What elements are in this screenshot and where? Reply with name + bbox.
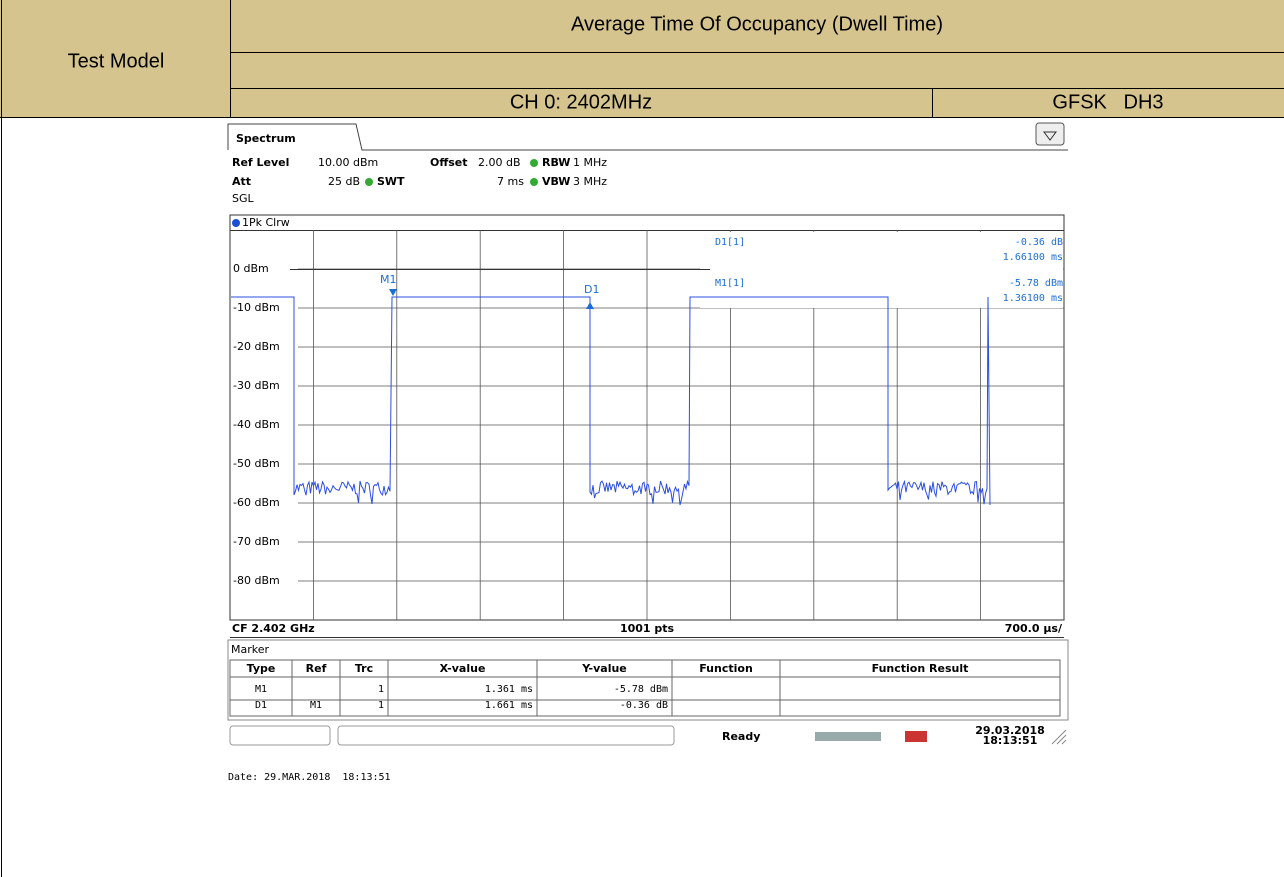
menu-icon[interactable]	[1035, 122, 1065, 146]
marker-panel-title: Marker	[231, 643, 269, 656]
readout-background	[700, 232, 1063, 308]
status-state: Ready	[722, 730, 760, 743]
status-dot	[530, 178, 538, 186]
y-axis-label: -20 dBm	[233, 340, 280, 353]
status-box	[229, 725, 331, 746]
status-dot	[365, 178, 373, 186]
test-model-label: Test Model	[68, 50, 165, 72]
table-cell: M1	[255, 684, 267, 695]
table-cell: 1	[378, 684, 384, 695]
marker-label: D1	[584, 283, 599, 296]
marker-panel	[227, 639, 1069, 721]
resize-grip	[1051, 729, 1067, 745]
marker-label: M1	[380, 273, 397, 286]
table-header: Function Result	[872, 662, 969, 675]
progress-bar	[815, 732, 881, 741]
y-axis-label: -70 dBm	[233, 535, 280, 548]
trace-label: 1Pk Clrw	[242, 216, 290, 229]
setting-label: RBW	[542, 156, 570, 169]
table-header: Ref	[306, 662, 327, 675]
setting-value: 1 MHz	[573, 156, 607, 169]
table-cell: 1.361 ms	[485, 684, 533, 695]
setting-value: 25 dB	[328, 175, 360, 188]
setting-label: SWT	[377, 175, 405, 188]
channel: CH 0: 2402MHz	[510, 91, 652, 113]
header-title: Average Time Of Occupancy (Dwell Time)	[571, 13, 943, 35]
setting-label: Ref Level	[232, 156, 289, 169]
trace-dot	[232, 219, 240, 227]
y-axis-label: -50 dBm	[233, 457, 280, 470]
setting-label: Offset	[430, 156, 468, 169]
table-header: X-value	[440, 662, 486, 675]
date-line: Date: 29.MAR.2018 18:13:51	[228, 772, 391, 783]
readout-value: 1.36100 ms	[1003, 293, 1063, 304]
status-box	[337, 725, 675, 746]
y-axis-label: -80 dBm	[233, 574, 280, 587]
table-frame	[229, 659, 1061, 717]
y-axis-label: 0 dBm	[233, 262, 269, 275]
readout-name: D1[1]	[715, 237, 745, 248]
marker-d1	[586, 302, 594, 309]
center-frequency: CF 2.402 GHz	[232, 622, 315, 635]
setting-value: 7 ms	[497, 175, 524, 188]
setting-label: Att	[232, 175, 251, 188]
analyzer: Spectrum Ref Level 10.00 dBm Offset 2.00…	[227, 120, 1069, 747]
table-cell: D1	[255, 700, 267, 711]
setting-value: 2.00 dB	[478, 156, 521, 169]
table-header: Function	[699, 662, 753, 675]
status-icon	[905, 731, 927, 742]
table-cell: M1	[310, 700, 322, 711]
readout-name: M1[1]	[715, 278, 745, 289]
setting-label: VBW	[542, 175, 570, 188]
status-date: 29.03.2018	[975, 724, 1045, 737]
span: 700.0 µs/	[1005, 622, 1063, 635]
y-axis-label: -30 dBm	[233, 379, 280, 392]
header-background	[0, 0, 1284, 117]
table-header: Y-value	[581, 662, 627, 675]
analyzer-background	[228, 120, 1068, 745]
y-axis-label: -60 dBm	[233, 496, 280, 509]
status-dot	[530, 159, 538, 167]
readout-value: -0.36 dB	[1015, 237, 1063, 248]
points: 1001 pts	[620, 622, 675, 635]
table-header: Type	[247, 662, 276, 675]
table-header: Trc	[355, 662, 373, 675]
readout-value: -5.78 dBm	[1009, 278, 1063, 289]
tab-title: Spectrum	[236, 132, 296, 145]
trace	[231, 296, 991, 506]
marker-table: Type Ref Trc X-value Y-value Function Function…	[229, 659, 1061, 717]
tab-outline	[227, 123, 1068, 151]
table-cell: -5.78 dBm	[614, 684, 668, 695]
table-cell: 1.661 ms	[485, 700, 533, 711]
table-cell: -0.36 dB	[620, 700, 668, 711]
status-time: 18:13:51	[983, 734, 1038, 747]
setting-value: 10.00 dBm	[318, 156, 378, 169]
setting-value: 3 MHz	[573, 175, 607, 188]
menu-icon-arrow	[1043, 131, 1057, 141]
y-axis-label: -10 dBm	[233, 301, 280, 314]
marker-m1	[389, 289, 397, 296]
y-axis-label: -40 dBm	[233, 418, 280, 431]
sweep-mode: SGL	[232, 192, 255, 205]
mode: GFSK DH3	[1052, 91, 1163, 113]
readout-value: 1.66100 ms	[1003, 252, 1063, 263]
table-cell: 1	[378, 700, 384, 711]
